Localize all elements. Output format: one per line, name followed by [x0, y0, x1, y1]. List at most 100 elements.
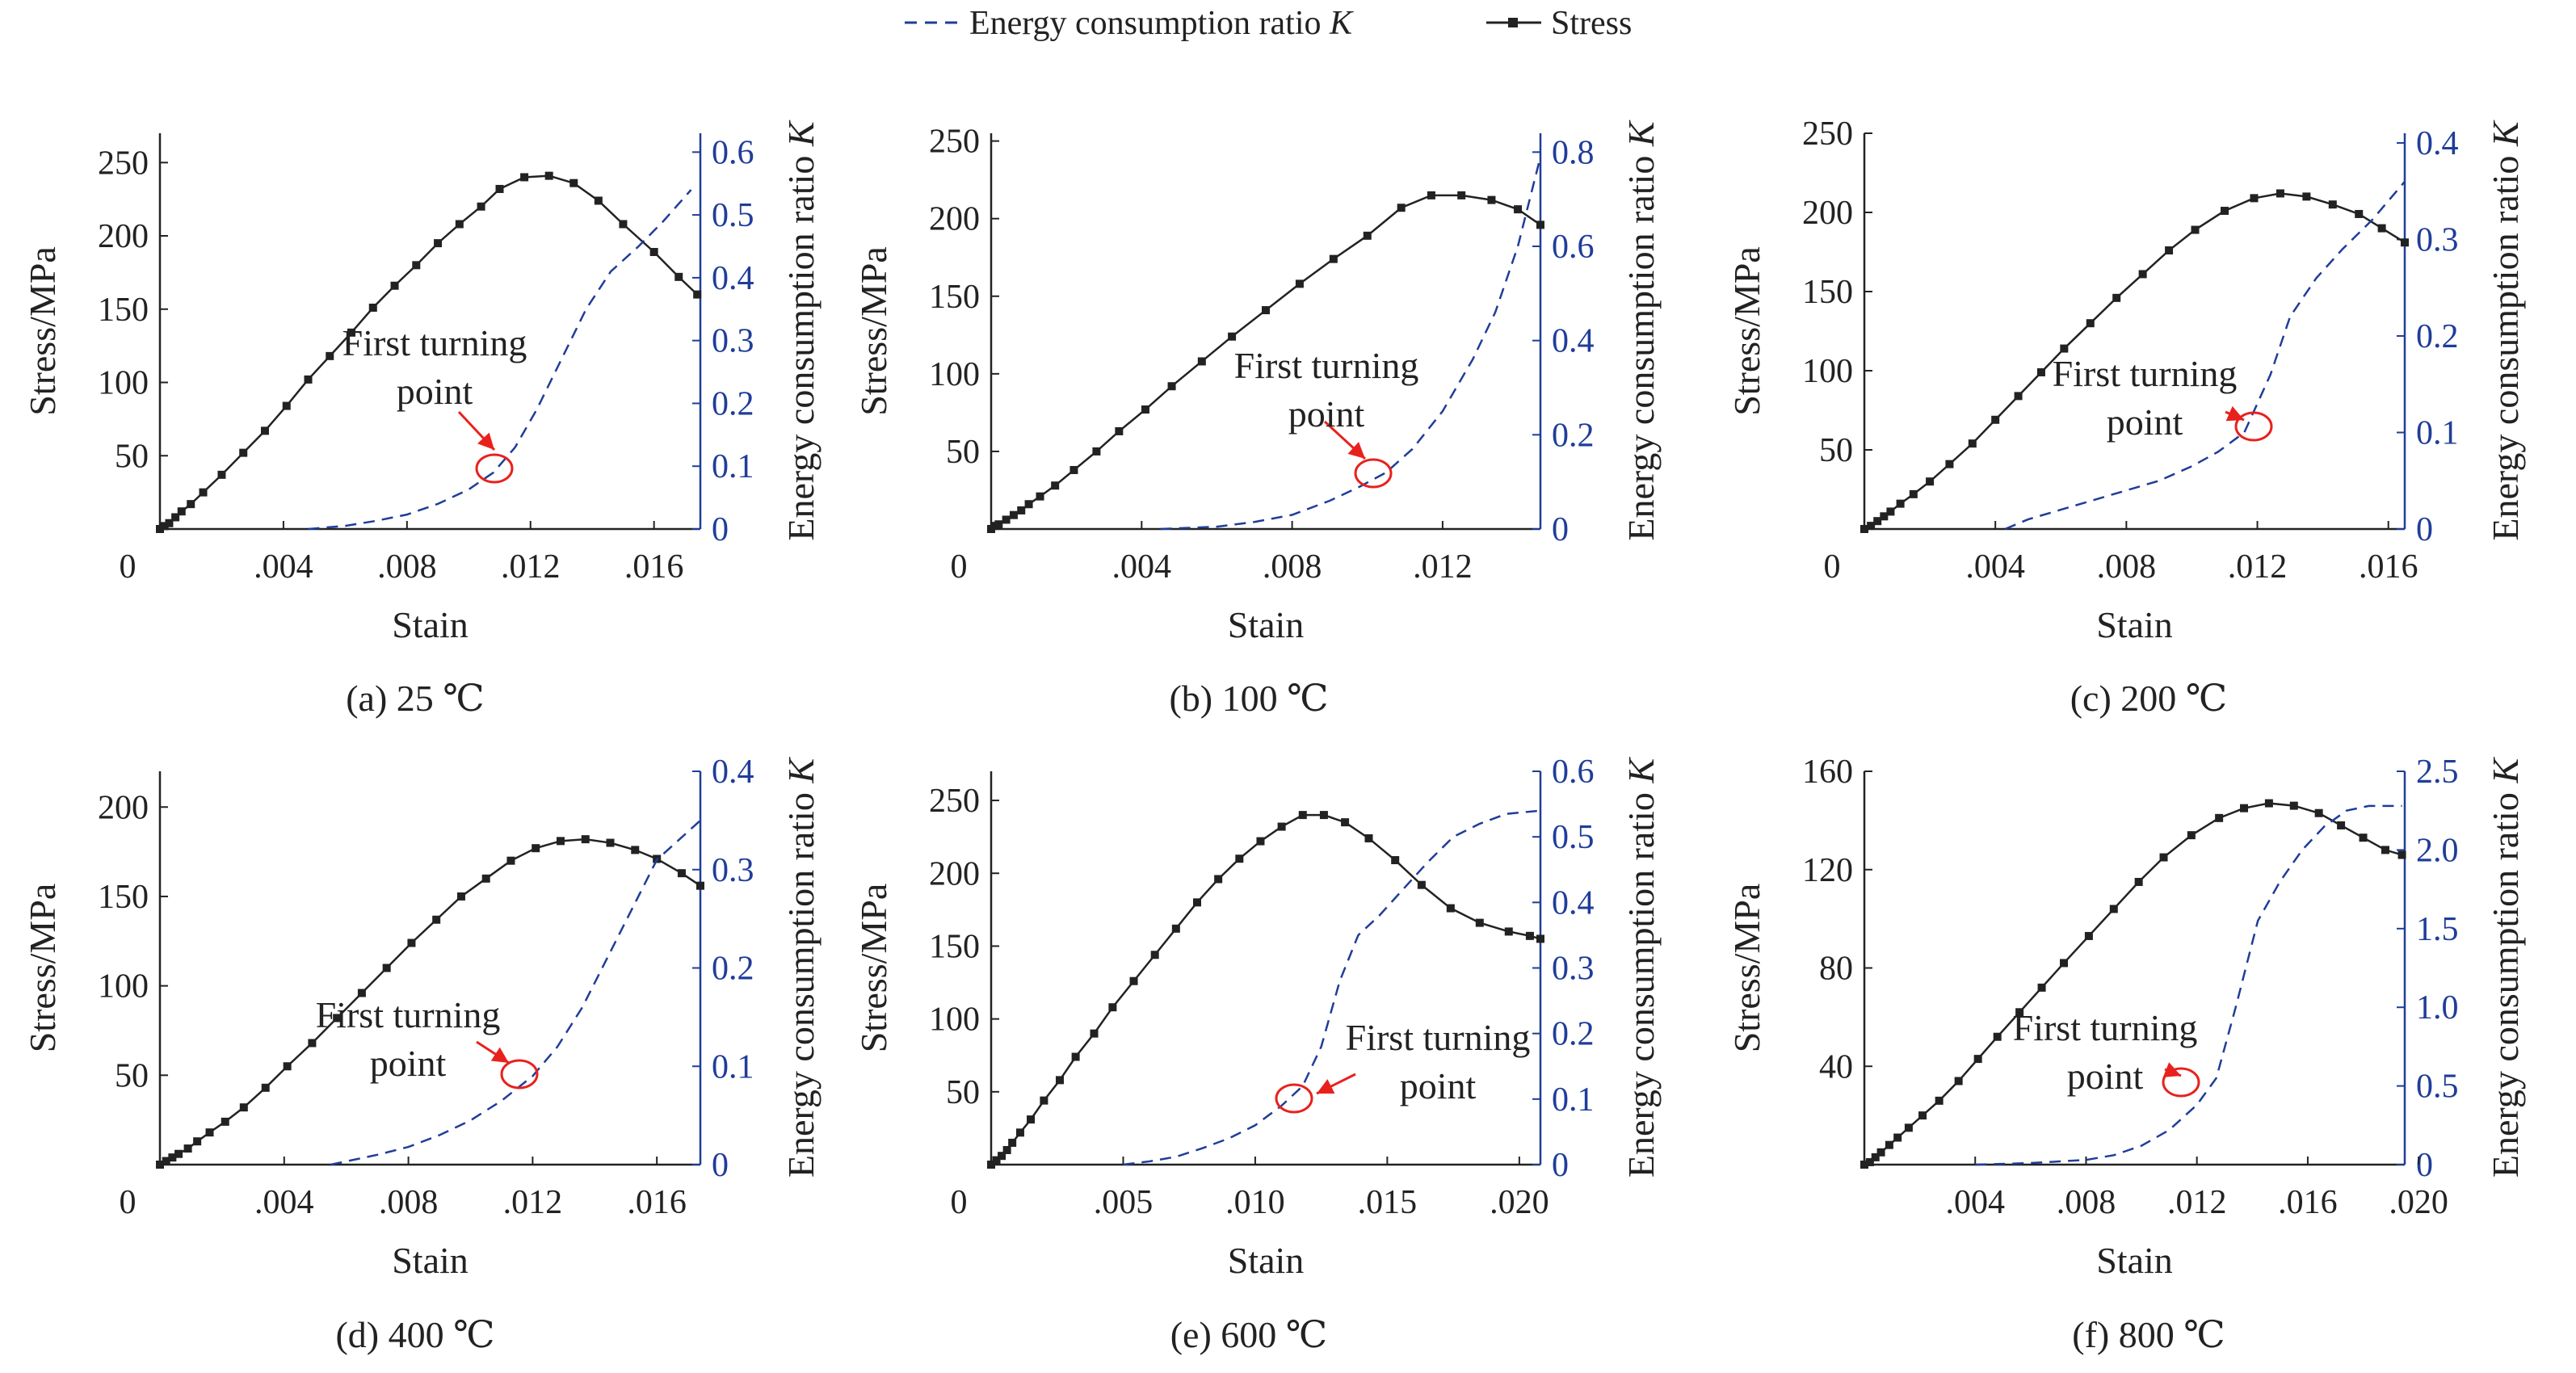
energy-line [308, 189, 692, 531]
energy-line [1975, 804, 2402, 1166]
turning-point-marker [2234, 411, 2273, 442]
stress-point [205, 1128, 214, 1137]
stress-point [1015, 1128, 1024, 1137]
y2-tick-label: 0.8 [1552, 134, 1595, 171]
stress-point [693, 290, 702, 299]
x-tick-label: .008 [1263, 548, 1322, 586]
stress-point [1364, 833, 1373, 842]
stress-point [2086, 319, 2095, 328]
y-axis-label: Stress/MPa [1726, 246, 1767, 416]
stress-point [193, 1137, 202, 1146]
annotation-line-2: point [1288, 393, 1365, 435]
y-tick-label: 250 [929, 783, 980, 820]
y-tick-label: 100 [929, 356, 980, 393]
y2-axis-label: Energy consumption ratio K [780, 120, 822, 540]
y-tick-label: 100 [98, 968, 149, 1006]
stress-point [2337, 821, 2346, 829]
y-tick-label: 120 [1802, 852, 1853, 889]
x-axis-label: Stain [2096, 604, 2173, 645]
chart-panel-3: 50 100 150 200 250 0 0.1 0.2 0.3 0.4 .004 .008 .012.… [1726, 115, 2526, 719]
y-tick-label: 50 [1819, 432, 1853, 469]
y2-tick-label: 0.5 [2416, 1069, 2459, 1106]
annotation-line-1: First turning [316, 994, 501, 1035]
stress-point [2138, 270, 2147, 279]
stress-point [1008, 1138, 1017, 1147]
y2-tick-label: 0.1 [712, 1048, 754, 1085]
stress-point [2289, 801, 2298, 810]
y-tick-label: 50 [115, 1057, 149, 1094]
y2-axis-label-text: Energy consumption ratio [2485, 783, 2526, 1178]
stress-point [1885, 1140, 1893, 1149]
origin-label: 0 [1824, 548, 1841, 586]
y2-tick-label: 2.0 [2416, 832, 2459, 869]
x-axis-label: Stain [1228, 1240, 1305, 1281]
stress-point [2084, 931, 2093, 940]
y-tick-label: 250 [929, 124, 980, 161]
x-tick-label: .015 [1358, 1184, 1418, 1221]
stress-point [1256, 837, 1265, 846]
stress-point [308, 1039, 317, 1048]
stress-point [606, 838, 615, 847]
legend-stress-marker [1508, 18, 1518, 27]
x-axis-label: Stain [2096, 1240, 2173, 1281]
stress-point [160, 522, 169, 531]
stress-point [1040, 1096, 1048, 1105]
stress-point [347, 328, 356, 337]
stress-point [1214, 875, 1223, 884]
stress-point [1904, 1123, 1913, 1132]
x-tick-label: .020 [2389, 1184, 2448, 1221]
origin-label: 0 [120, 1184, 137, 1221]
stress-point [1329, 254, 1338, 263]
stress-line [159, 838, 701, 1166]
stress-point [1167, 382, 1176, 391]
y2-axis-label-k: K [780, 120, 822, 147]
turning-point-marker [1275, 1083, 1313, 1114]
x-tick-label: .016 [627, 1184, 687, 1221]
annotation-arrow-head [1347, 442, 1365, 459]
panel-caption: (e) 600 ℃ [1170, 1314, 1328, 1355]
stress-point [1397, 204, 1406, 212]
stress-point [532, 844, 540, 853]
stress-point [2134, 877, 2143, 886]
stress-point [2159, 853, 2168, 862]
stress-point [2191, 225, 2200, 234]
y2-tick-label: 0.4 [712, 754, 754, 791]
stress-point [1071, 1052, 1080, 1061]
stress-point [1993, 1032, 2002, 1041]
y-tick-label: 80 [1819, 951, 1853, 988]
stress-point [1954, 1077, 1963, 1085]
y2-axis-label-text: Energy consumption ratio [1620, 146, 1662, 540]
x-tick-label: .004 [1112, 548, 1172, 586]
y2-tick-label: 0 [1552, 1147, 1569, 1184]
y2-tick-label: 0.3 [2416, 221, 2459, 258]
turning-point-marker [500, 1059, 539, 1090]
stress-point [2397, 850, 2406, 859]
stress-point [1446, 904, 1455, 913]
y-tick-label: 150 [98, 879, 149, 916]
annotation-line-2: point [1400, 1065, 1477, 1106]
stress-point [696, 881, 704, 890]
stress-point [677, 869, 686, 878]
stress-point [1427, 191, 1435, 199]
y-axis-label: Stress/MPa [22, 246, 63, 416]
stress-point [156, 1161, 164, 1169]
x-tick-label: .012 [1413, 548, 1473, 586]
stress-point [2302, 192, 2311, 201]
stress-point [304, 375, 313, 384]
stress-point [432, 915, 441, 924]
stress-point [1056, 1076, 1064, 1085]
stress-point [260, 426, 269, 435]
y2-axis-label-k: K [1620, 120, 1662, 147]
y2-tick-label: 0.3 [1552, 951, 1595, 988]
y-tick-label: 250 [1802, 115, 1853, 153]
stress-point [171, 513, 180, 522]
y2-tick-label: 0.6 [712, 134, 754, 171]
stress-point [177, 507, 186, 516]
y2-tick-label: 0.4 [712, 260, 754, 297]
stress-point [217, 470, 226, 479]
stress-point [1262, 306, 1270, 315]
annotation-line-1: First turning [2053, 353, 2238, 394]
x-tick-label: .005 [1094, 1184, 1154, 1221]
stress-point [1896, 499, 1905, 508]
